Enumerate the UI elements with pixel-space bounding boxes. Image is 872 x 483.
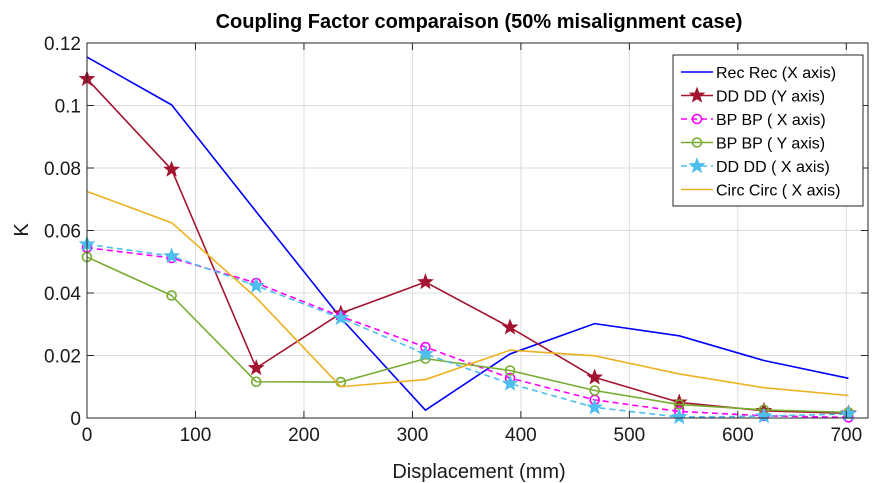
x-axis-label: Displacement (mm) bbox=[392, 461, 565, 483]
x-tick-label: 600 bbox=[722, 425, 754, 446]
legend-marker bbox=[691, 113, 703, 125]
ticks: 0 100 200 300 400 500 600 700 0 0.02 0.04 0.06 0.08 0… bbox=[44, 34, 868, 446]
data-point bbox=[670, 393, 688, 410]
legend-label: Rec Rec (X axis) bbox=[716, 65, 836, 82]
x-tick-label: 0 bbox=[82, 425, 93, 446]
data-point bbox=[670, 408, 688, 425]
series-0 bbox=[86, 56, 849, 411]
x-tick-label: 700 bbox=[830, 425, 862, 446]
data-point bbox=[250, 376, 262, 388]
series-4 bbox=[78, 235, 857, 425]
data-point bbox=[417, 273, 434, 290]
legend-box bbox=[672, 54, 864, 207]
series-5 bbox=[86, 190, 849, 397]
data-point bbox=[589, 385, 600, 396]
data-point bbox=[501, 374, 519, 391]
y-tick-label: 0.02 bbox=[44, 347, 81, 368]
x-tick-label: 300 bbox=[397, 425, 429, 446]
legend-item: BP BP ( X axis) bbox=[681, 112, 826, 129]
x-tick-label: 100 bbox=[180, 425, 212, 446]
data-point bbox=[586, 398, 604, 415]
legend-item: Rec Rec (X axis) bbox=[681, 65, 836, 82]
x-tick-label: 400 bbox=[505, 425, 537, 446]
legend-marker bbox=[688, 86, 706, 103]
y-tick-label: 0 bbox=[70, 409, 81, 430]
legend: Rec Rec (X axis) DD DD (Y axis) BP BP ( X … bbox=[672, 54, 864, 207]
series-line bbox=[86, 243, 849, 418]
legend-label: BP BP ( X axis) bbox=[716, 112, 826, 129]
data-point bbox=[755, 407, 773, 424]
series-line bbox=[86, 256, 849, 414]
x-tick-label: 200 bbox=[288, 425, 320, 446]
data-point bbox=[586, 368, 604, 385]
legend-marker bbox=[691, 137, 703, 148]
legend-label: BP BP ( Y axis) bbox=[716, 136, 825, 153]
legend-item: BP BP ( Y axis) bbox=[681, 136, 825, 153]
data-point bbox=[332, 309, 350, 326]
data-point bbox=[501, 318, 519, 335]
data-point bbox=[163, 160, 181, 177]
legend-item: Circ Circ ( X axis) bbox=[681, 183, 840, 200]
data-point bbox=[247, 359, 265, 376]
series-line bbox=[86, 246, 849, 419]
series-line bbox=[86, 190, 849, 397]
legend-marker bbox=[688, 157, 706, 174]
data-point bbox=[166, 290, 177, 301]
series-layer bbox=[78, 56, 857, 425]
y-tick-label: 0.08 bbox=[44, 159, 81, 180]
y-tick-label: 0.12 bbox=[44, 34, 81, 55]
legend-item: DD DD ( X axis) bbox=[681, 157, 830, 176]
chart-title: Coupling Factor comparaison (50% misalig… bbox=[216, 11, 743, 33]
y-tick-label: 0.04 bbox=[44, 284, 81, 305]
legend-item: DD DD (Y axis) bbox=[681, 86, 825, 106]
y-tick-label: 0.06 bbox=[44, 222, 81, 243]
data-point bbox=[247, 276, 265, 293]
series-line bbox=[86, 56, 849, 411]
y-axis-label: K bbox=[11, 223, 33, 237]
legend-label: Circ Circ ( X axis) bbox=[716, 183, 840, 200]
legend-label: DD DD (Y axis) bbox=[716, 89, 825, 106]
legend-label: DD DD ( X axis) bbox=[716, 159, 830, 176]
x-tick-label: 500 bbox=[614, 425, 646, 446]
data-point bbox=[840, 405, 857, 422]
data-point bbox=[417, 345, 434, 362]
y-tick-label: 0.1 bbox=[55, 97, 81, 118]
data-point bbox=[163, 247, 181, 264]
